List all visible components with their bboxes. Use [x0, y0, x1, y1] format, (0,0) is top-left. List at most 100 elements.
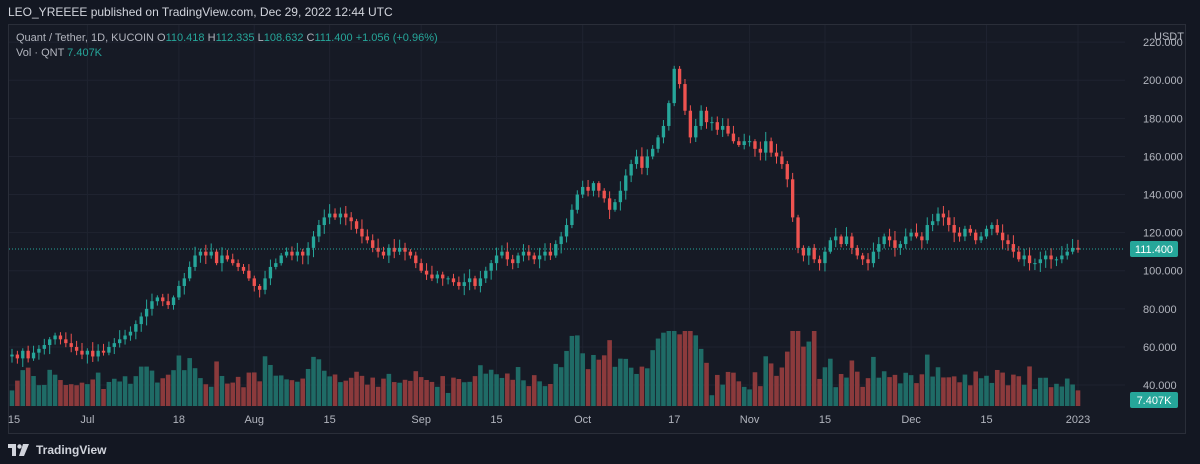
candle-body [936, 213, 940, 222]
volume-bar [1075, 390, 1081, 406]
volume-bar [1038, 377, 1043, 406]
candle-body [866, 259, 870, 264]
volume-bar [725, 371, 731, 406]
candle-body [387, 247, 391, 256]
volume-bar [1070, 384, 1075, 406]
candle-body [424, 270, 429, 275]
volume-bar [607, 340, 612, 406]
volume-bar [860, 386, 865, 406]
volume-bar [682, 331, 688, 406]
x-tick-label: Nov [740, 414, 760, 426]
close-label: C [306, 32, 315, 44]
volume-bar [1027, 366, 1032, 406]
volume-bar [510, 379, 515, 406]
volume-bar [112, 378, 117, 406]
candle-body [327, 213, 332, 218]
y-tick-label: 180.000 [1143, 113, 1183, 125]
candle-body [607, 198, 612, 210]
volume-bar [198, 378, 203, 406]
volume-bar [914, 383, 919, 406]
candle-body [198, 251, 203, 256]
candle-body [774, 152, 779, 157]
volume-bar [978, 378, 984, 406]
candle-body [968, 228, 972, 233]
high-label: H [207, 32, 216, 44]
candle-body [726, 125, 730, 134]
volume-bar [585, 369, 591, 406]
candle-body [489, 263, 493, 271]
candle-body [1006, 240, 1010, 245]
volume-bar [806, 341, 812, 406]
candle-body [37, 348, 41, 353]
candle-body [990, 225, 994, 229]
candle-body [484, 270, 488, 279]
candle-body [435, 274, 439, 279]
candle-body [10, 354, 14, 357]
last-volume-badge [1130, 392, 1178, 408]
candle-body [112, 343, 116, 347]
candle-body [193, 255, 197, 267]
volume-bar [720, 384, 725, 406]
volume-bar [801, 346, 806, 406]
candle-body [403, 247, 407, 252]
y-tick-label: 100.000 [1143, 266, 1183, 278]
tradingview-brand[interactable]: TradingView [8, 440, 106, 460]
volume-bar [332, 374, 338, 406]
candle-body [166, 301, 170, 306]
candle-body [414, 255, 418, 264]
volume-bar [278, 375, 284, 406]
candle-body [311, 236, 316, 248]
volume-bar [171, 370, 176, 406]
volume-bar [634, 373, 639, 406]
candle-body [392, 247, 396, 252]
candle-body [532, 255, 536, 260]
volume-bar [445, 392, 451, 406]
candle-body [494, 255, 499, 264]
volume-bar [90, 379, 96, 406]
volume-bar [289, 380, 295, 406]
candle-body [1038, 259, 1042, 264]
candle-body [204, 251, 208, 256]
candle-body [381, 251, 386, 256]
candle-body [704, 110, 709, 123]
volume-bar [1059, 386, 1065, 406]
volume-bar [74, 385, 79, 406]
volume-bar [951, 376, 957, 406]
candle-body [322, 217, 326, 226]
candle-body [952, 225, 956, 233]
y-tick-label: 220.000 [1143, 37, 1183, 49]
volume-bar [203, 384, 209, 406]
candle-body [591, 183, 596, 191]
volume-bar [704, 362, 709, 406]
volume-bar [542, 386, 548, 406]
x-tick-label: Oct [574, 414, 591, 426]
volume-bar [327, 376, 332, 406]
publisher-header: LEO_YREEEE published on TradingView.com,… [8, 5, 393, 19]
candle-body [48, 339, 52, 346]
volume-bar [268, 364, 273, 406]
volume-bar [106, 381, 112, 406]
y-tick-label: 160.000 [1143, 151, 1183, 163]
volume-bar [876, 377, 882, 406]
candle-body [408, 251, 413, 256]
volume-bar [774, 375, 779, 406]
candle-body [144, 308, 149, 317]
volume-bar [354, 371, 359, 406]
volume-bar [246, 372, 252, 406]
volume-bar [397, 382, 402, 406]
volume-bar [838, 374, 844, 406]
volume-bar [386, 373, 392, 406]
volume-bar [9, 390, 15, 406]
candle-body [882, 236, 886, 245]
volume-bar [828, 358, 833, 406]
candle-body [187, 266, 192, 279]
volume-bar [941, 377, 946, 406]
volume-bar [887, 377, 892, 406]
candle-body [85, 350, 90, 355]
candle-body [231, 259, 235, 264]
y-tick-label: 80.000 [1143, 304, 1177, 316]
volume-bar [429, 381, 435, 406]
candle-body [344, 213, 348, 218]
volume-bar [671, 331, 677, 406]
